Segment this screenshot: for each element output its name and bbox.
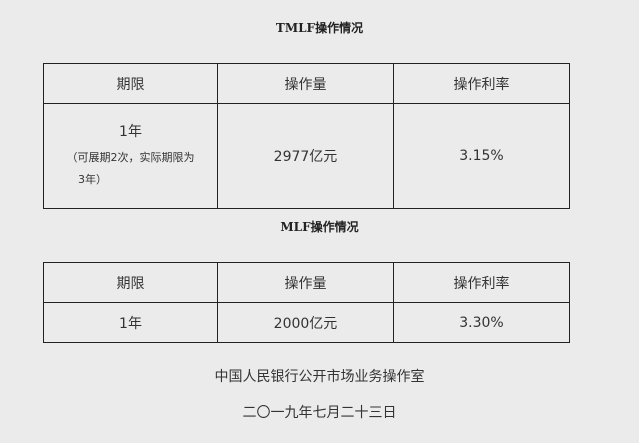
cell-amount: 2000亿元 [217, 302, 394, 343]
tmlf-table: 期限 操作量 操作利率 1年 （可展期2次，实际期限为 3年） 2977亿元 3… [43, 63, 570, 209]
header-rate: 操作利率 [393, 262, 570, 303]
table-row: 1年 2000亿元 3.30% [43, 302, 570, 343]
term-note-line2: 3年） [78, 173, 107, 186]
cell-amount: 2977亿元 [217, 103, 394, 209]
header-term: 期限 [43, 262, 218, 303]
mlf-title: MLF操作情况 [280, 220, 359, 234]
cell-term: 1年 （可展期2次，实际期限为 3年） [43, 103, 218, 209]
term-value: 1年 [119, 124, 142, 140]
header-amount: 操作量 [217, 63, 394, 104]
table-header-row: 期限 操作量 操作利率 [43, 262, 570, 303]
cell-term: 1年 [43, 302, 218, 343]
mlf-table: 期限 操作量 操作利率 1年 2000亿元 3.30% [43, 262, 570, 343]
header-amount: 操作量 [217, 262, 394, 303]
cell-rate: 3.15% [393, 103, 570, 209]
tmlf-title: TMLF操作情况 [275, 21, 364, 35]
table-row: 1年 （可展期2次，实际期限为 3年） 2977亿元 3.15% [43, 103, 570, 209]
term-note-line1: （可展期2次，实际期限为 [66, 151, 195, 164]
header-rate: 操作利率 [393, 63, 570, 104]
header-term: 期限 [43, 63, 218, 104]
footer-date: 二〇一九年七月二十三日 [242, 405, 397, 421]
cell-rate: 3.30% [393, 302, 570, 343]
table-header-row: 期限 操作量 操作利率 [43, 63, 570, 104]
footer-org: 中国人民银行公开市场业务操作室 [214, 369, 425, 385]
